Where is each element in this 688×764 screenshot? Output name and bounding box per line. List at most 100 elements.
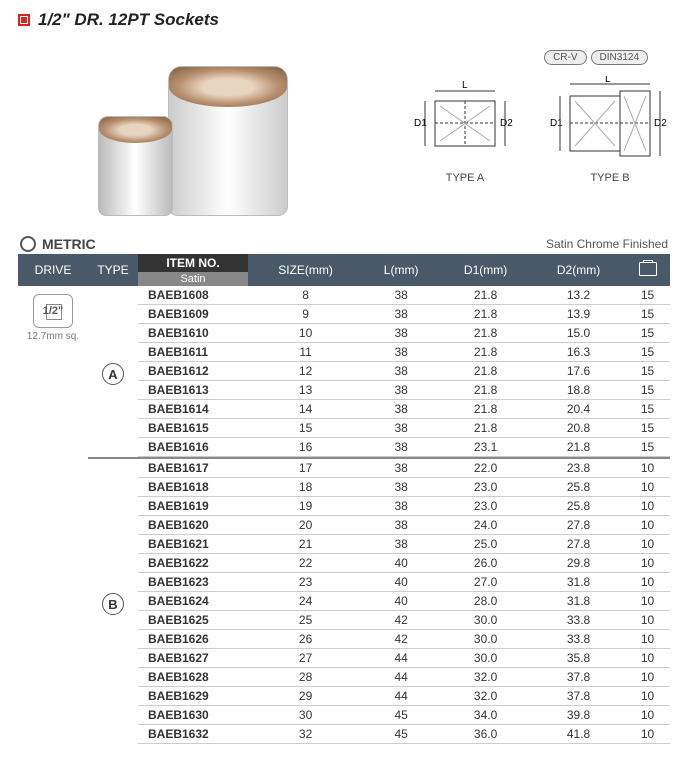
cell-size: 30 — [248, 706, 363, 725]
cell-box: 10 — [625, 668, 670, 687]
cell-d2: 13.2 — [532, 286, 625, 305]
cell-l: 40 — [363, 554, 439, 573]
cell-d2: 25.8 — [532, 497, 625, 516]
cell-size: 15 — [248, 419, 363, 438]
cell-d1: 32.0 — [439, 668, 532, 687]
diagram-type-b: L D1 D2 TYPE B — [550, 76, 670, 184]
cell-size: 17 — [248, 458, 363, 478]
cell-box: 10 — [625, 611, 670, 630]
cell-d1: 26.0 — [439, 554, 532, 573]
drive-box: 1/2" — [33, 294, 73, 328]
cell-d2: 41.8 — [532, 725, 625, 744]
cell-size: 23 — [248, 573, 363, 592]
cell-box: 10 — [625, 554, 670, 573]
cell-box: 10 — [625, 535, 670, 554]
cell-d2: 33.8 — [532, 630, 625, 649]
type-badge: A — [102, 363, 124, 385]
cell-d1: 25.0 — [439, 535, 532, 554]
cell-size: 27 — [248, 649, 363, 668]
th-d1: D1(mm) — [439, 254, 532, 286]
cell-size: 28 — [248, 668, 363, 687]
cell-size: 20 — [248, 516, 363, 535]
cell-l: 38 — [363, 419, 439, 438]
cell-itemno: BAEB1620 — [138, 516, 248, 535]
diag-b-l: L — [605, 76, 611, 85]
badge-din: DIN3124 — [591, 50, 648, 65]
cell-size: 22 — [248, 554, 363, 573]
cell-l: 38 — [363, 343, 439, 362]
cell-size: 12 — [248, 362, 363, 381]
diagram-a-label: TYPE A — [410, 172, 520, 184]
th-type: TYPE — [88, 254, 138, 286]
cell-box: 10 — [625, 458, 670, 478]
cell-d1: 21.8 — [439, 362, 532, 381]
cell-d2: 29.8 — [532, 554, 625, 573]
cell-l: 38 — [363, 478, 439, 497]
diagram-b-svg: L D1 D2 — [550, 76, 670, 166]
cell-size: 24 — [248, 592, 363, 611]
cell-itemno: BAEB1627 — [138, 649, 248, 668]
cell-d2: 39.8 — [532, 706, 625, 725]
cell-size: 21 — [248, 535, 363, 554]
box-icon — [639, 262, 657, 276]
cell-box: 15 — [625, 419, 670, 438]
cell-itemno: BAEB1608 — [138, 286, 248, 305]
spec-table: DRIVE TYPE ITEM NO. Satin SIZE(mm) L(mm)… — [18, 254, 670, 744]
th-l: L(mm) — [363, 254, 439, 286]
cell-d2: 15.0 — [532, 324, 625, 343]
cell-d1: 21.8 — [439, 324, 532, 343]
cell-size: 32 — [248, 725, 363, 744]
cell-l: 38 — [363, 400, 439, 419]
top-section: CR-V DIN3124 L D1 D2 — [18, 36, 670, 226]
cell-l: 38 — [363, 324, 439, 343]
diagram-a-svg: L D1 D2 — [410, 76, 520, 166]
cell-l: 38 — [363, 305, 439, 324]
cell-size: 9 — [248, 305, 363, 324]
cell-d2: 25.8 — [532, 478, 625, 497]
cell-box: 10 — [625, 706, 670, 725]
cell-l: 42 — [363, 630, 439, 649]
type-cell: B — [88, 458, 138, 744]
cell-l: 44 — [363, 687, 439, 706]
th-box — [625, 254, 670, 286]
cell-l: 38 — [363, 497, 439, 516]
th-size: SIZE(mm) — [248, 254, 363, 286]
cell-d1: 23.1 — [439, 438, 532, 457]
diag-b-d2: D2 — [654, 118, 667, 129]
cell-l: 45 — [363, 725, 439, 744]
cell-itemno: BAEB1625 — [138, 611, 248, 630]
metric-icon — [20, 236, 36, 252]
metric-label: METRIC — [42, 236, 96, 252]
cell-d2: 31.8 — [532, 592, 625, 611]
cell-size: 14 — [248, 400, 363, 419]
cell-d2: 37.8 — [532, 668, 625, 687]
socket-small-image — [98, 116, 173, 216]
cell-box: 10 — [625, 573, 670, 592]
cell-d1: 30.0 — [439, 611, 532, 630]
cell-d1: 30.0 — [439, 649, 532, 668]
cell-size: 25 — [248, 611, 363, 630]
cell-d2: 13.9 — [532, 305, 625, 324]
socket-large-image — [168, 66, 288, 216]
cell-itemno: BAEB1610 — [138, 324, 248, 343]
cell-itemno: BAEB1618 — [138, 478, 248, 497]
cell-itemno: BAEB1623 — [138, 573, 248, 592]
cell-itemno: BAEB1630 — [138, 706, 248, 725]
table-row: B BAEB1617 17 38 22.0 23.8 10 — [18, 458, 670, 478]
cell-d2: 20.4 — [532, 400, 625, 419]
finish-label: Satin Chrome Finished — [546, 237, 668, 251]
cell-box: 15 — [625, 286, 670, 305]
diagrams: L D1 D2 TYPE A L D1 D2 — [410, 76, 670, 184]
cell-l: 44 — [363, 668, 439, 687]
cell-d2: 23.8 — [532, 458, 625, 478]
cell-box: 10 — [625, 478, 670, 497]
cell-l: 38 — [363, 381, 439, 400]
product-photo — [48, 56, 328, 216]
cell-itemno: BAEB1613 — [138, 381, 248, 400]
drive-sub: 12.7mm sq. — [22, 331, 84, 342]
cell-l: 45 — [363, 706, 439, 725]
cell-d1: 21.8 — [439, 286, 532, 305]
cell-box: 15 — [625, 343, 670, 362]
cell-itemno: BAEB1609 — [138, 305, 248, 324]
bullet-icon — [18, 14, 30, 26]
